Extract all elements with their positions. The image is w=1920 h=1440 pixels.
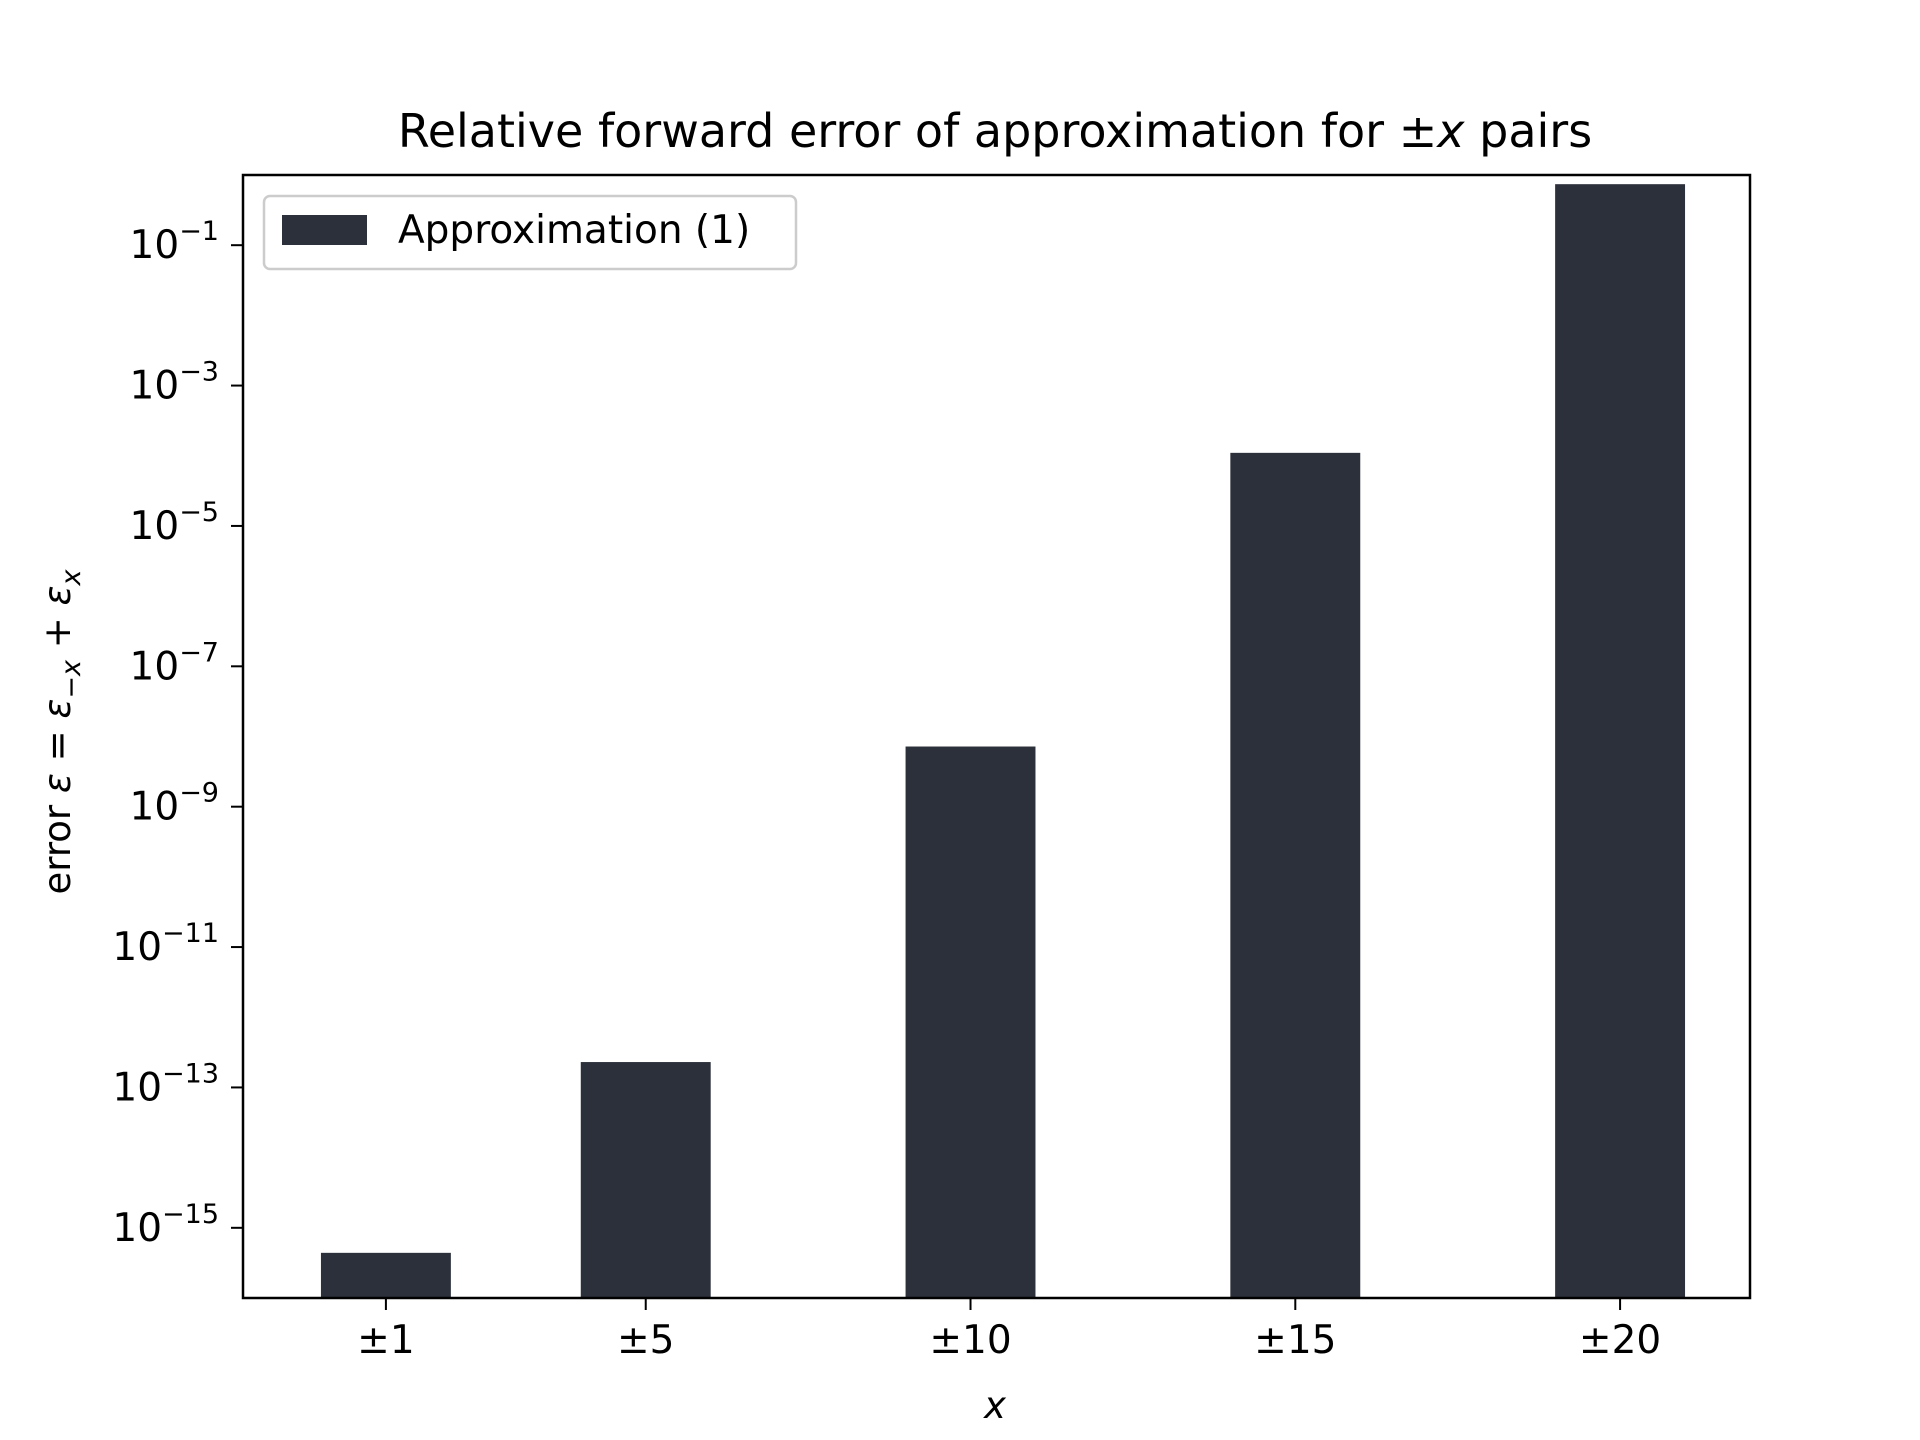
legend: Approximation (1) xyxy=(262,194,798,271)
legend-box xyxy=(262,194,798,271)
x-tick-label: ±1 xyxy=(357,1318,415,1363)
y-tick-label: 10−9 xyxy=(130,778,219,830)
y-tick-label: 10−11 xyxy=(112,918,219,970)
bar-3 xyxy=(905,746,1036,1298)
x-tick-label: ±5 xyxy=(617,1318,675,1363)
y-axis-label: error ε = ε−x + εx xyxy=(36,568,87,894)
y-tick-label: 10−7 xyxy=(130,637,219,689)
y-tick-label: 10−5 xyxy=(130,497,219,549)
bars xyxy=(320,184,1686,1299)
legend-label: Approximation (1) xyxy=(398,208,750,253)
y-tick-label: 10−15 xyxy=(112,1199,219,1251)
x-tick-label: ±10 xyxy=(929,1318,1011,1363)
x-axis-label: x xyxy=(983,1384,1007,1427)
legend-swatch xyxy=(282,215,367,245)
x-axis-ticks: ±1 ±5 ±10 ±15 ±20 xyxy=(357,1298,1661,1363)
y-tick-label: 10−13 xyxy=(112,1058,219,1110)
chart-title: Relative forward error of approximation … xyxy=(398,104,1592,158)
y-tick-label: 10−3 xyxy=(130,357,219,409)
plot-frame xyxy=(241,173,1752,1300)
x-tick-label: ±20 xyxy=(1579,1318,1661,1363)
x-tick-label: ±15 xyxy=(1254,1318,1336,1363)
bar-5 xyxy=(1555,184,1686,1298)
bar-2 xyxy=(580,1062,711,1298)
bar-4 xyxy=(1230,452,1361,1299)
y-tick-label: 10−1 xyxy=(130,216,219,268)
bar-1 xyxy=(320,1252,451,1298)
y-axis-ticks: 10−1 10−3 10−5 10−7 10−9 10−11 10−13 10−15 xyxy=(112,216,243,1251)
